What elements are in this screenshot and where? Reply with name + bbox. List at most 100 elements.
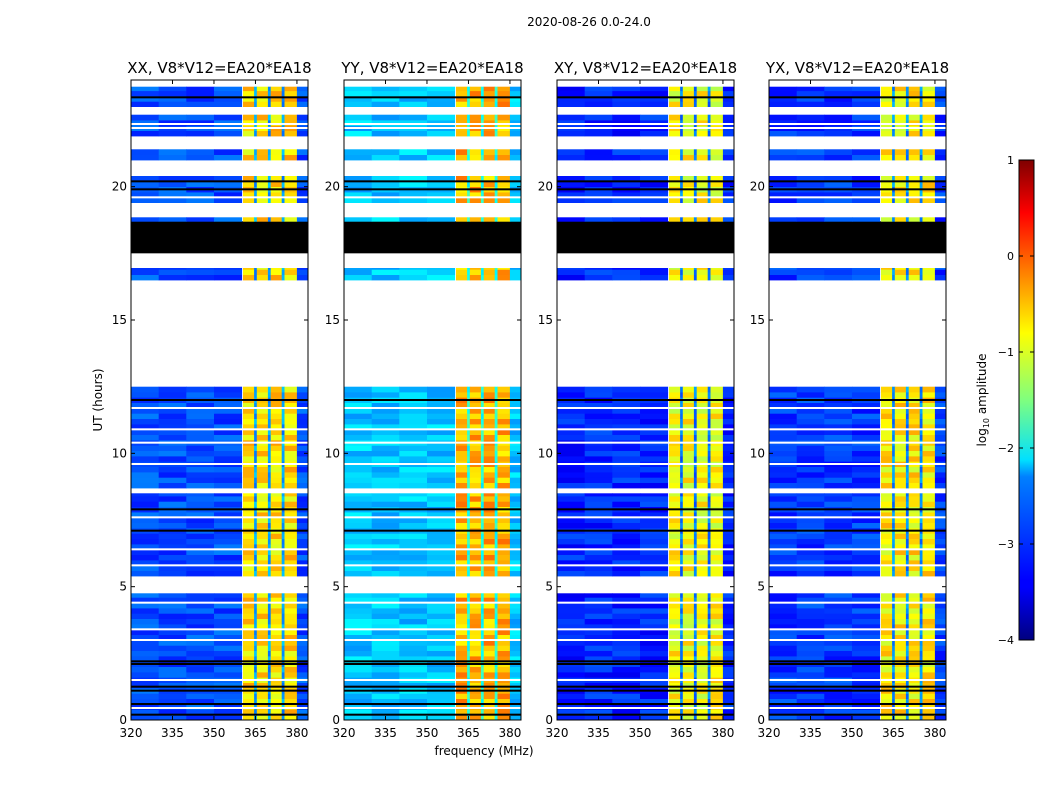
heatmap-cell xyxy=(267,269,272,275)
heatmap-cell xyxy=(919,560,923,566)
heatmap-cell xyxy=(467,120,471,126)
heatmap-cell xyxy=(584,709,613,715)
heatmap-cell xyxy=(919,554,923,561)
heatmap-cell xyxy=(710,704,724,710)
heatmap-cell xyxy=(769,130,798,137)
heatmap-cell xyxy=(158,274,187,281)
heatmap-cell xyxy=(922,496,936,502)
heatmap-cell xyxy=(456,217,468,222)
heatmap-cell xyxy=(707,693,711,699)
heatmap-cell xyxy=(934,450,947,457)
heatmap-cell xyxy=(214,477,243,483)
heatmap-cell xyxy=(483,501,496,507)
heatmap-cell xyxy=(497,114,511,121)
heatmap-cell xyxy=(427,533,456,539)
heatmap-cell xyxy=(256,477,269,483)
heatmap-cell xyxy=(693,86,698,92)
heatmap-cell xyxy=(722,512,735,518)
heatmap-cell xyxy=(456,650,468,657)
heatmap-cell xyxy=(270,522,283,529)
heatmap-cell xyxy=(922,645,936,651)
heatmap-cell xyxy=(881,445,893,451)
heatmap-cell xyxy=(707,197,711,203)
panel-frame xyxy=(130,79,309,721)
heatmap-cell xyxy=(371,445,400,451)
heatmap-cell xyxy=(881,413,893,419)
heatmap-cell xyxy=(557,114,586,121)
heatmap-cell xyxy=(881,565,893,571)
heatmap-cell xyxy=(270,597,283,603)
heatmap-cell xyxy=(480,704,485,710)
heatmap-cell xyxy=(892,629,896,635)
heatmap-cell xyxy=(371,392,400,398)
heatmap-cell xyxy=(640,120,669,126)
heatmap-cell xyxy=(824,120,853,126)
heatmap-cell xyxy=(243,629,255,635)
heatmap-cell xyxy=(669,268,681,270)
heatmap-cell xyxy=(284,634,298,641)
heatmap-cell xyxy=(640,629,669,635)
heatmap-cell xyxy=(919,274,923,281)
heatmap-cell xyxy=(710,424,724,430)
heatmap-cell xyxy=(467,386,471,393)
heatmap-cell xyxy=(908,538,921,545)
panel-title: YY, V8*V12=EA20*EA18 xyxy=(340,59,523,77)
heatmap-cell xyxy=(497,554,511,561)
heatmap-cell xyxy=(214,650,243,657)
heatmap-cell xyxy=(131,477,160,483)
heatmap-cell xyxy=(371,450,400,457)
heatmap-cell xyxy=(281,650,285,657)
heatmap-cell xyxy=(934,544,947,550)
heatmap-cell xyxy=(908,477,921,483)
heatmap-cell xyxy=(494,666,498,673)
heatmap-cell xyxy=(769,602,798,609)
heatmap-cell xyxy=(427,608,456,614)
heatmap-cell xyxy=(710,656,724,662)
heatmap-cell xyxy=(256,96,269,102)
heatmap-cell xyxy=(296,634,309,641)
heatmap-cell xyxy=(696,549,709,555)
heatmap-cell xyxy=(254,672,258,678)
zero-data-line xyxy=(769,399,946,401)
heatmap-cell xyxy=(905,386,910,393)
heatmap-cell xyxy=(270,154,283,161)
heatmap-cell xyxy=(769,176,798,182)
heatmap-cell xyxy=(284,645,298,651)
heatmap-cell xyxy=(469,565,482,571)
heatmap-cell xyxy=(710,86,724,92)
heatmap-cell xyxy=(158,154,187,161)
heatmap-cell xyxy=(908,522,921,529)
heatmap-cell xyxy=(696,666,709,673)
heatmap-cell xyxy=(584,593,613,598)
heatmap-cell xyxy=(669,392,681,398)
heatmap-cell xyxy=(509,434,522,441)
heatmap-cell xyxy=(612,650,641,657)
heatmap-cell xyxy=(267,96,272,102)
heatmap-cell xyxy=(852,445,881,451)
heatmap-cell xyxy=(693,714,698,721)
heatmap-cell xyxy=(344,672,373,678)
heatmap-cell xyxy=(934,645,947,651)
heatmap-cell xyxy=(509,714,522,721)
heatmap-cell xyxy=(243,709,255,715)
heatmap-cell xyxy=(494,96,498,102)
heatmap-cell xyxy=(494,477,498,483)
heatmap-cell xyxy=(467,698,471,705)
heatmap-cell xyxy=(281,466,285,473)
heatmap-cell xyxy=(796,269,825,275)
heatmap-cell xyxy=(934,101,947,107)
heatmap-cell xyxy=(214,613,243,619)
heatmap-cell xyxy=(243,565,255,571)
heatmap-cell xyxy=(905,418,910,425)
heatmap-cell xyxy=(469,101,482,107)
heatmap-cell xyxy=(399,274,428,281)
heatmap-cell xyxy=(680,570,684,577)
heatmap-cell xyxy=(494,424,498,430)
x-tick-label: 320 xyxy=(758,726,781,740)
heatmap-cell xyxy=(214,413,243,419)
heatmap-cell xyxy=(693,181,698,187)
heatmap-cell xyxy=(296,698,309,705)
heatmap-cell xyxy=(509,429,522,435)
heatmap-cell xyxy=(509,645,522,651)
heatmap-cell xyxy=(722,533,735,539)
